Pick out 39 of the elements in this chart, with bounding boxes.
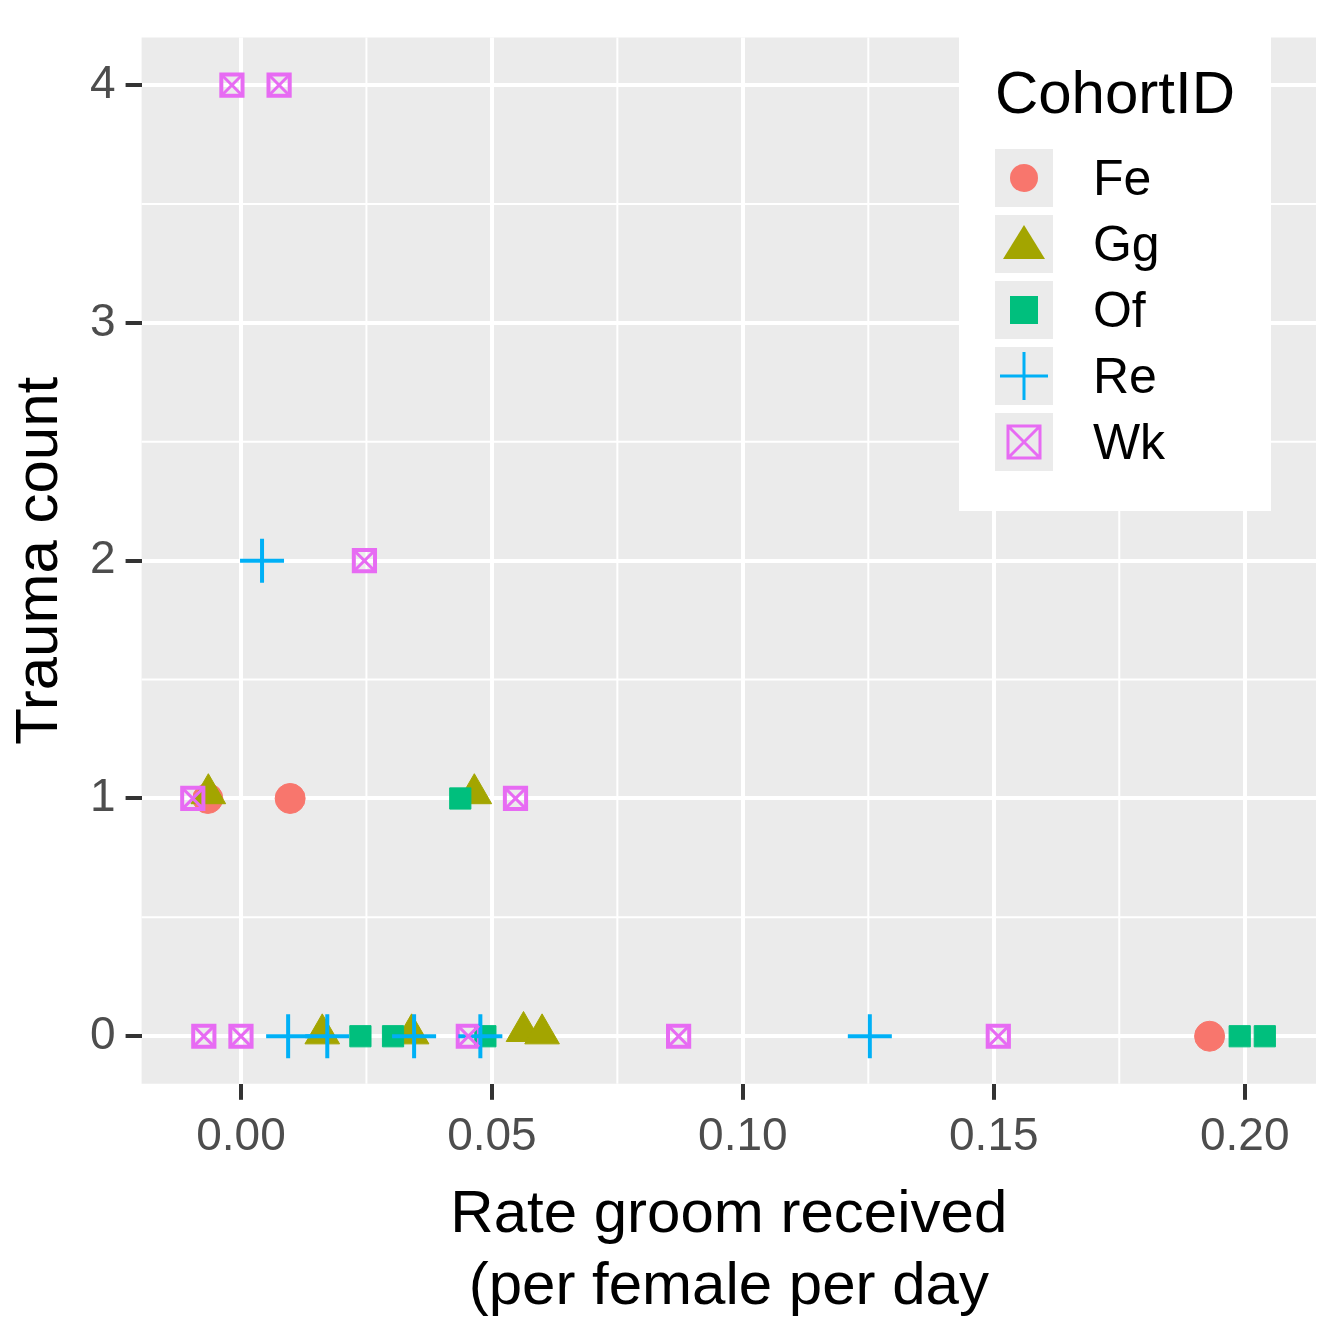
legend-title: CohortID	[994, 58, 1235, 127]
point	[666, 1023, 692, 1049]
point	[847, 1014, 892, 1059]
point	[228, 1023, 254, 1049]
point	[305, 1014, 350, 1059]
point	[985, 1023, 1011, 1049]
x-tick-label: 0.10	[698, 1108, 788, 1161]
y-tick-label: 0	[89, 1006, 116, 1059]
point	[274, 782, 306, 814]
x-tick-label: 0.20	[1199, 1108, 1290, 1161]
point	[449, 787, 472, 810]
y-tick-label: 3	[89, 293, 116, 346]
legend-label: Fe	[1092, 149, 1152, 207]
x-axis-title: Rate groom received (per female per day	[450, 1177, 1008, 1317]
legend-label: Wk	[1092, 413, 1166, 471]
point	[1253, 1025, 1276, 1048]
point	[191, 1023, 217, 1049]
point	[349, 1025, 372, 1048]
point	[180, 785, 206, 812]
point	[1228, 1025, 1251, 1048]
y-axis-title: Trauma count	[2, 376, 70, 745]
point	[351, 548, 378, 574]
point	[266, 72, 292, 98]
point	[240, 538, 285, 583]
x-tick-label: 0.15	[949, 1108, 1039, 1161]
point	[458, 1014, 503, 1059]
legend-label: Of	[1092, 281, 1146, 339]
point	[219, 72, 245, 98]
legend-label: Re	[1092, 347, 1157, 405]
legend-label: Gg	[1092, 215, 1160, 273]
point	[392, 1014, 437, 1059]
y-tick-label: 4	[89, 55, 116, 108]
y-tick-label: 2	[89, 531, 116, 584]
point	[381, 1025, 405, 1048]
x-tick-label: 0.00	[196, 1108, 286, 1161]
point	[1194, 1020, 1226, 1052]
x-tick-label: 0.05	[447, 1108, 537, 1161]
point	[502, 785, 529, 812]
y-tick-label: 1	[89, 769, 116, 822]
